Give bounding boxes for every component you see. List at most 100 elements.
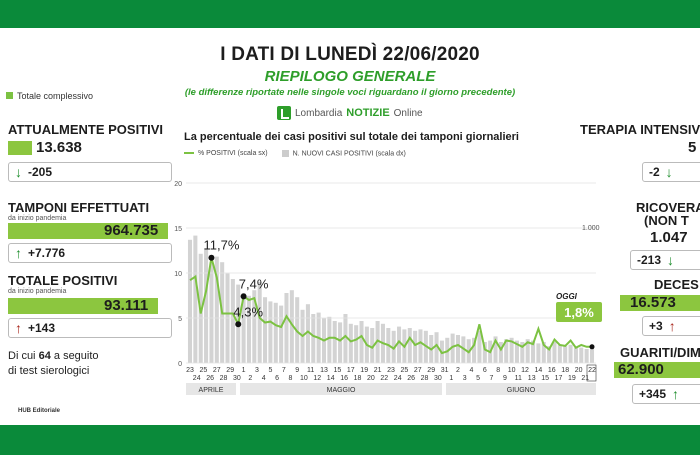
x-tick-label: 19 (360, 367, 368, 374)
case-bar (391, 330, 396, 363)
totale-positivi-delta: ↑ +143 (8, 318, 172, 338)
terapia-delta-value: -2 (649, 165, 660, 179)
decessi-bar (620, 295, 700, 311)
x-tick-label: 7 (490, 375, 494, 382)
y-tick-label: 10 (174, 271, 182, 278)
case-bar (563, 346, 568, 363)
case-bar (327, 316, 332, 363)
month-label: MAGGIO (327, 387, 356, 394)
tamponi-delta: ↑ +7.776 (8, 243, 172, 263)
chart-legend: % POSITIVI (scala sx) N. NUOVI CASI POSI… (184, 150, 406, 157)
arrow-up-icon: ↑ (15, 320, 22, 336)
x-tick-label: 5 (476, 375, 480, 382)
case-bar (573, 347, 578, 363)
sierologici-post: a seguito (53, 350, 99, 362)
annotation-label: 11,7% (203, 238, 239, 253)
x-tick-label: 31 (441, 367, 449, 374)
page-title: I DATI DI LUNEDÌ 22/06/2020 (220, 44, 480, 65)
totale-positivi-label: TOTALE POSITIVI (8, 273, 118, 288)
x-tick-label: 27 (414, 367, 422, 374)
ricoverati-label2: (NON T (644, 213, 689, 228)
case-bar (498, 342, 503, 363)
tamponi-bar (8, 223, 168, 239)
case-bar (284, 293, 289, 363)
brand-prefix: Lombardia (295, 107, 343, 119)
x-tick-label: 15 (334, 367, 342, 374)
case-bar (273, 302, 278, 363)
arrow-down-icon: ↓ (667, 252, 675, 268)
attualmente-positivi-delta-value: -205 (28, 165, 53, 179)
terapia-value: 5 (688, 139, 697, 156)
case-bar (348, 323, 353, 363)
case-bar (413, 330, 418, 363)
x-tick-label: 4 (469, 367, 473, 374)
case-bar (514, 340, 519, 363)
x-tick-label: 10 (300, 375, 308, 382)
x-tick-label: 8 (289, 375, 293, 382)
arrow-up-icon: ↑ (668, 318, 676, 334)
x-tick-label: 29 (226, 367, 234, 374)
ricoverati-label: RICOVERA (636, 200, 700, 215)
x-axis-ticks: 23 25 27 29 1 3 5 7 9 11 13 15 17 19 21 23 25 27 29 31 2 4 6 8 1… (186, 367, 596, 382)
x-tick-label: 9 (295, 367, 299, 374)
legend-cases-label: N. NUOVI CASI POSITIVI (scala dx) (292, 150, 406, 158)
x-tick-label: 11 (307, 367, 314, 374)
legend-bar-swatch (281, 150, 289, 157)
ricoverati-delta-value: -213 (637, 253, 662, 267)
x-tick-label: 20 (367, 375, 375, 382)
x-tick-label: 20 (575, 367, 583, 374)
legend-swatch (6, 92, 13, 99)
guariti-delta: +345 ↑ (632, 384, 700, 404)
decessi-label: DECES (654, 277, 699, 292)
chart-grid (186, 182, 596, 364)
month-bands: APRILE MAGGIO GIUGNO (186, 364, 597, 395)
x-tick-label: 13 (528, 375, 536, 382)
case-bar (252, 290, 257, 363)
tamponi-sub: da inizio pandemia (8, 215, 67, 222)
case-bar (450, 333, 455, 363)
x-tick-label: 17 (555, 375, 563, 382)
case-bar (268, 301, 273, 363)
x-tick-label: 28 (220, 375, 228, 382)
case-bar (547, 346, 552, 363)
legend-cases: N. NUOVI CASI POSITIVI (scala dx) (281, 150, 406, 158)
x-tick-label: 30 (233, 375, 241, 382)
x-tick-label: 21 (374, 367, 382, 374)
case-bar (230, 279, 235, 363)
guariti-label: GUARITI/DIMES (620, 345, 700, 360)
page-subtitle: RIEPILOGO GENERALE (264, 68, 436, 85)
case-bar (557, 344, 562, 363)
x-tick-label: 26 (407, 375, 415, 382)
x-tick-label: 16 (548, 367, 556, 374)
x-tick-label: 2 (248, 375, 252, 382)
terapia-delta: -2 ↓ (642, 162, 700, 182)
x-tick-label: 24 (394, 375, 402, 382)
case-bar (204, 248, 209, 363)
brand-name: NOTIZIE (346, 107, 390, 119)
x-tick-label: 26 (206, 375, 214, 382)
arrow-up-icon: ↑ (672, 386, 680, 402)
case-bar (472, 337, 477, 363)
x-tick-label: 8 (496, 367, 500, 374)
case-bar (418, 329, 423, 363)
x-tick-label: 7 (282, 367, 286, 374)
case-bar (568, 344, 573, 363)
annotation-dot (208, 254, 215, 261)
x-tick-label: 25 (200, 367, 208, 374)
brand-logo: Lombardia NOTIZIE Online (277, 104, 423, 122)
chart-title: La percentuale dei casi positivi sul tot… (184, 131, 519, 143)
x-tick-label: 13 (320, 367, 328, 374)
sierologici-note: Di cui 64 a seguito di test sierologici (8, 349, 99, 379)
case-bar (397, 326, 402, 363)
case-bar (257, 281, 262, 363)
arrow-up-icon: ↑ (15, 245, 22, 261)
annotation-dot (235, 321, 242, 328)
case-bar (263, 297, 268, 363)
top-band (0, 0, 700, 28)
x-tick-label: 21 (581, 375, 589, 382)
x-tick-label: 19 (568, 375, 576, 382)
annotation-dot (240, 293, 247, 300)
decessi-delta: +3 ↑ (642, 316, 700, 336)
case-bar (241, 293, 246, 363)
